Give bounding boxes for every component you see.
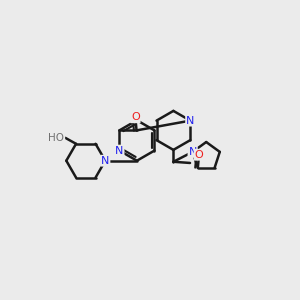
Text: O: O (131, 112, 140, 122)
Text: HO: HO (48, 133, 64, 143)
Text: N: N (186, 116, 194, 126)
Text: N: N (188, 147, 197, 157)
Text: N: N (115, 146, 124, 156)
Text: O: O (195, 150, 203, 160)
Text: N: N (101, 156, 110, 166)
